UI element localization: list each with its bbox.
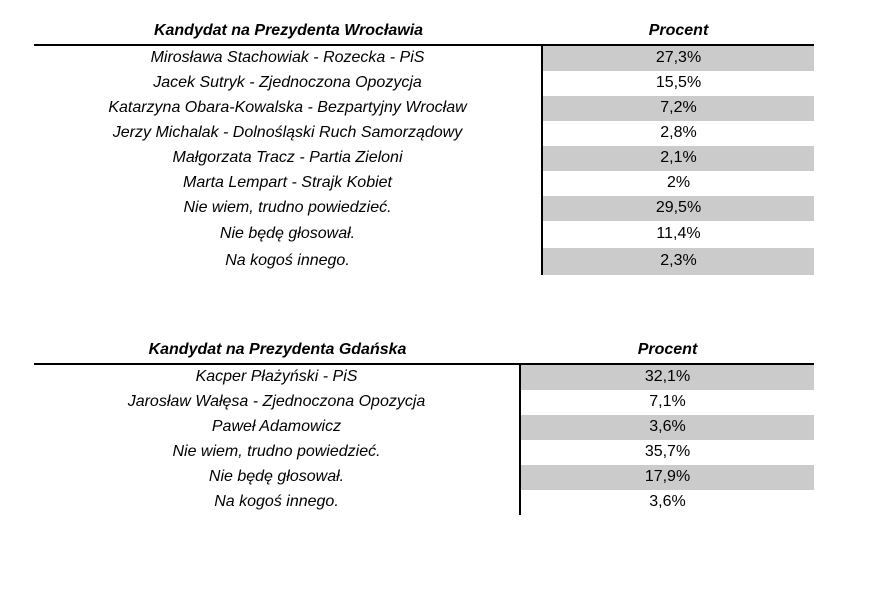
percent-cell: 35,7%: [644, 443, 691, 461]
percent-cell: 2,1%: [543, 146, 814, 171]
table-row: Małgorzata Tracz - Partia Zieloni 2,1%: [34, 146, 814, 171]
percent-cell: 7,1%: [649, 393, 686, 411]
candidate-cell: Mirosława Stachowiak - Rozecka - PiS: [34, 46, 543, 71]
percent-cell: 2,3%: [543, 248, 814, 275]
table-row: Kacper Płażyński - PiS 32,1%: [34, 365, 814, 390]
percent-cell: 29,5%: [543, 196, 814, 221]
percent-cell: 2%: [666, 174, 691, 192]
candidate-cell: Jarosław Wałęsa - Zjednoczona Opozycja: [34, 390, 521, 415]
candidate-cell: Nie wiem, trudno powiedzieć.: [34, 196, 543, 221]
candidate-cell: Nie będę głosował.: [34, 465, 521, 490]
percent-cell: 32,1%: [521, 365, 814, 390]
percent-column-header: Procent: [637, 341, 698, 359]
candidate-cell: Katarzyna Obara-Kowalska - Bezpartyjny W…: [34, 96, 543, 121]
table-row: Jarosław Wałęsa - Zjednoczona Opozycja 7…: [34, 390, 814, 415]
percent-cell: 27,3%: [543, 46, 814, 71]
table-body: Kacper Płażyński - PiS 32,1% Jarosław Wa…: [34, 365, 814, 515]
candidate-cell: Nie wiem, trudno powiedzieć.: [34, 440, 521, 465]
candidate-column-header: Kandydat na Prezydenta Wrocławia: [153, 21, 424, 39]
candidate-cell: Jacek Sutryk - Zjednoczona Opozycja: [34, 71, 543, 96]
candidate-cell: Nie będę głosował.: [34, 221, 543, 248]
table-row: Na kogoś innego. 3,6%: [34, 490, 814, 515]
percent-column-header: Procent: [648, 21, 709, 39]
candidate-cell: Na kogoś innego.: [34, 490, 521, 515]
candidate-cell: Marta Lempart - Strajk Kobiet: [34, 171, 543, 196]
wroclaw-poll-table: Kandydat na Prezydenta Wrocławia Procent…: [34, 18, 814, 275]
table-row: Nie wiem, trudno powiedzieć. 29,5%: [34, 196, 814, 221]
table-row: Nie wiem, trudno powiedzieć. 35,7%: [34, 440, 814, 465]
table-row: Jacek Sutryk - Zjednoczona Opozycja 15,5…: [34, 71, 814, 96]
gdansk-poll-table: Kandydat na Prezydenta Gdańska Procent K…: [34, 338, 814, 515]
candidate-column-header: Kandydat na Prezydenta Gdańska: [148, 341, 407, 359]
table-row: Na kogoś innego. 2,3%: [34, 248, 814, 275]
candidate-cell: Kacper Płażyński - PiS: [34, 365, 521, 390]
percent-cell: 11,4%: [656, 225, 701, 243]
table-row: Katarzyna Obara-Kowalska - Bezpartyjny W…: [34, 96, 814, 121]
percent-cell: 2,8%: [660, 124, 697, 142]
percent-cell: 3,6%: [649, 493, 686, 511]
percent-cell: 7,2%: [543, 96, 814, 121]
table-body: Mirosława Stachowiak - Rozecka - PiS 27,…: [34, 46, 814, 275]
table-row: Marta Lempart - Strajk Kobiet 2%: [34, 171, 814, 196]
percent-cell: 17,9%: [521, 465, 814, 490]
table-row: Paweł Adamowicz 3,6%: [34, 415, 814, 440]
table-header-row: Kandydat na Prezydenta Gdańska Procent: [34, 338, 814, 365]
percent-cell: 3,6%: [521, 415, 814, 440]
percent-cell: 15,5%: [655, 74, 702, 92]
table-row: Nie będę głosował. 11,4%: [34, 221, 814, 248]
candidate-cell: Małgorzata Tracz - Partia Zieloni: [34, 146, 543, 171]
candidate-cell: Na kogoś innego.: [34, 248, 543, 275]
candidate-cell: Jerzy Michalak - Dolnośląski Ruch Samorz…: [34, 121, 543, 146]
table-row: Mirosława Stachowiak - Rozecka - PiS 27,…: [34, 46, 814, 71]
table-header-row: Kandydat na Prezydenta Wrocławia Procent: [34, 18, 814, 46]
table-row: Nie będę głosował. 17,9%: [34, 465, 814, 490]
candidate-cell: Paweł Adamowicz: [34, 415, 521, 440]
table-row: Jerzy Michalak - Dolnośląski Ruch Samorz…: [34, 121, 814, 146]
